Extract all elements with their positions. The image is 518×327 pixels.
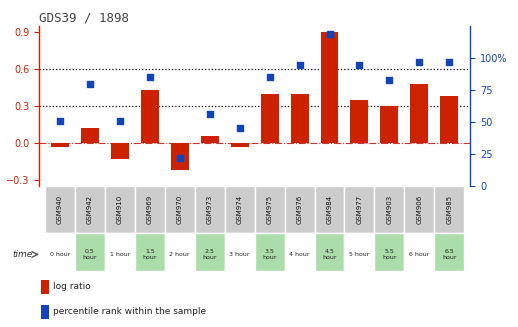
Bar [225, 186, 255, 233]
Text: GSM969: GSM969 [147, 195, 153, 224]
Point [206, 111, 214, 116]
Text: 2.5
hour: 2.5 hour [203, 249, 217, 260]
Text: GSM903: GSM903 [386, 195, 393, 224]
Bar [51, 143, 69, 147]
Text: GSM977: GSM977 [356, 195, 363, 224]
Bar [200, 136, 219, 143]
Text: time: time [12, 250, 33, 259]
Point [116, 118, 124, 124]
Bar [105, 186, 135, 233]
Bar [255, 233, 284, 271]
Text: GSM974: GSM974 [237, 195, 242, 224]
Text: 4 hour: 4 hour [289, 252, 310, 257]
Bar [405, 186, 435, 233]
Point [236, 126, 244, 131]
Text: percentile rank within the sample: percentile rank within the sample [53, 307, 206, 316]
Bar [284, 186, 314, 233]
Bar [410, 84, 428, 143]
Text: GSM975: GSM975 [267, 195, 272, 224]
Bar [225, 233, 255, 271]
Text: GSM940: GSM940 [57, 195, 63, 224]
Text: GSM942: GSM942 [87, 195, 93, 224]
Text: log ratio: log ratio [53, 282, 91, 291]
Bar [195, 233, 225, 271]
Text: 6.5
hour: 6.5 hour [442, 249, 457, 260]
Point [325, 31, 334, 36]
Bar [314, 186, 344, 233]
Point [55, 118, 64, 124]
Bar [344, 186, 375, 233]
Text: 1 hour: 1 hour [110, 252, 130, 257]
Bar [344, 233, 375, 271]
Text: GSM984: GSM984 [326, 195, 333, 224]
Text: 4.5
hour: 4.5 hour [322, 249, 337, 260]
Text: GSM976: GSM976 [296, 195, 303, 224]
Text: 1.5
hour: 1.5 hour [142, 249, 157, 260]
Bar [255, 186, 284, 233]
Bar [41, 280, 49, 294]
Bar [351, 100, 368, 143]
Bar [141, 90, 159, 143]
Text: GSM910: GSM910 [117, 195, 123, 224]
Text: GSM906: GSM906 [416, 195, 422, 224]
Bar [314, 233, 344, 271]
Bar [375, 186, 405, 233]
Text: 0.5
hour: 0.5 hour [82, 249, 97, 260]
Bar [261, 94, 279, 143]
Point [355, 62, 364, 67]
Bar [165, 233, 195, 271]
Point [265, 74, 274, 79]
Point [146, 74, 154, 79]
Bar [75, 233, 105, 271]
Bar [135, 186, 165, 233]
Text: 3.5
hour: 3.5 hour [262, 249, 277, 260]
Text: 3 hour: 3 hour [229, 252, 250, 257]
Bar [171, 143, 189, 170]
Bar [105, 233, 135, 271]
Bar [45, 186, 75, 233]
Bar [284, 233, 314, 271]
Text: GDS39 / 1898: GDS39 / 1898 [39, 12, 129, 25]
Bar [405, 233, 435, 271]
Text: GSM973: GSM973 [207, 195, 213, 224]
Point [176, 155, 184, 161]
Text: 6 hour: 6 hour [409, 252, 429, 257]
Bar [75, 186, 105, 233]
Text: GSM970: GSM970 [177, 195, 183, 224]
Bar [321, 32, 338, 143]
Point [385, 77, 394, 82]
Bar [380, 106, 398, 143]
Bar [435, 186, 464, 233]
Bar [111, 143, 129, 159]
Bar [81, 129, 99, 143]
Point [295, 62, 304, 67]
Point [415, 59, 424, 64]
Bar [165, 186, 195, 233]
Bar [45, 233, 75, 271]
Bar [231, 143, 249, 147]
Bar [195, 186, 225, 233]
Text: 5.5
hour: 5.5 hour [382, 249, 397, 260]
Bar [291, 94, 309, 143]
Point [445, 59, 454, 64]
Bar [41, 305, 49, 318]
Bar [435, 233, 464, 271]
Bar [440, 96, 458, 143]
Bar [135, 233, 165, 271]
Text: 5 hour: 5 hour [349, 252, 370, 257]
Text: 0 hour: 0 hour [50, 252, 70, 257]
Text: 2 hour: 2 hour [169, 252, 190, 257]
Point [85, 81, 94, 87]
Text: GSM985: GSM985 [447, 195, 452, 224]
Bar [375, 233, 405, 271]
